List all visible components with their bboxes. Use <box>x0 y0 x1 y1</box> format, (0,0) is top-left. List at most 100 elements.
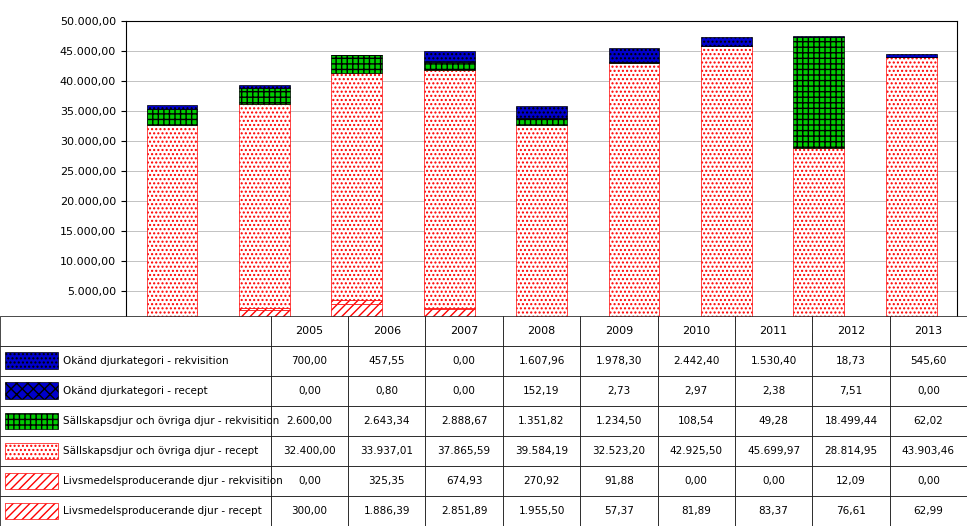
Bar <box>424 309 475 321</box>
Bar <box>735 466 812 496</box>
Text: 2,73: 2,73 <box>607 386 630 396</box>
Text: 2011: 2011 <box>759 326 788 336</box>
Text: 545,60: 545,60 <box>910 356 947 366</box>
Bar <box>580 496 658 526</box>
Bar <box>812 466 890 496</box>
Bar <box>424 61 475 62</box>
Bar <box>425 346 503 376</box>
Bar <box>701 46 751 320</box>
Bar <box>516 125 567 320</box>
Text: 108,54: 108,54 <box>678 416 715 426</box>
Text: 1.607,96: 1.607,96 <box>518 356 565 366</box>
Bar <box>424 308 475 309</box>
Bar <box>735 496 812 526</box>
Text: 12,09: 12,09 <box>836 476 865 486</box>
Bar <box>658 346 735 376</box>
Bar <box>890 346 967 376</box>
Text: 2012: 2012 <box>836 326 865 336</box>
Bar <box>890 316 967 346</box>
Bar <box>735 406 812 436</box>
Text: 0,00: 0,00 <box>917 476 940 486</box>
Text: 18,73: 18,73 <box>836 356 865 366</box>
Bar <box>425 376 503 406</box>
Bar <box>503 436 580 466</box>
Bar <box>332 304 382 321</box>
Bar <box>0 436 271 466</box>
Bar <box>580 376 658 406</box>
Bar <box>5 412 58 429</box>
Bar <box>503 376 580 406</box>
Bar <box>425 406 503 436</box>
Text: 0,00: 0,00 <box>298 386 321 396</box>
Bar <box>658 376 735 406</box>
Bar <box>812 496 890 526</box>
Bar <box>890 436 967 466</box>
Bar <box>332 73 382 300</box>
Bar <box>425 496 503 526</box>
Bar <box>503 346 580 376</box>
Bar <box>239 308 290 309</box>
Text: 2009: 2009 <box>604 326 633 336</box>
Bar <box>425 436 503 466</box>
Bar <box>886 54 937 57</box>
Text: 2,97: 2,97 <box>685 386 708 396</box>
Text: 39.584,19: 39.584,19 <box>515 446 568 456</box>
Text: 152,19: 152,19 <box>523 386 560 396</box>
Bar <box>503 406 580 436</box>
Text: 7,51: 7,51 <box>839 386 863 396</box>
Text: 1.955,50: 1.955,50 <box>518 506 565 516</box>
Bar <box>812 406 890 436</box>
Bar <box>580 436 658 466</box>
Text: 1.351,82: 1.351,82 <box>518 416 565 426</box>
Text: 62,99: 62,99 <box>914 506 943 516</box>
Text: 2.888,67: 2.888,67 <box>441 416 487 426</box>
Bar <box>147 105 197 109</box>
Bar <box>0 346 271 376</box>
Bar <box>735 316 812 346</box>
Bar <box>5 352 58 369</box>
Text: Sällskapsdjur och övriga djur - rekvisition: Sällskapsdjur och övriga djur - rekvisit… <box>63 416 279 426</box>
Bar <box>735 436 812 466</box>
Bar <box>332 55 382 73</box>
Text: 2006: 2006 <box>372 326 401 336</box>
Text: 1.234,50: 1.234,50 <box>596 416 642 426</box>
Bar <box>516 106 567 117</box>
Text: 83,37: 83,37 <box>759 506 788 516</box>
Bar <box>735 376 812 406</box>
Bar <box>147 125 197 319</box>
Text: 0,00: 0,00 <box>762 476 785 486</box>
Text: Sällskapsdjur och övriga djur - recept: Sällskapsdjur och övriga djur - recept <box>63 446 258 456</box>
Text: 0,00: 0,00 <box>453 356 476 366</box>
Bar <box>812 436 890 466</box>
Text: 700,00: 700,00 <box>291 356 328 366</box>
Text: 33.937,01: 33.937,01 <box>361 446 413 456</box>
Bar <box>812 376 890 406</box>
Text: 81,89: 81,89 <box>682 506 711 516</box>
Bar <box>271 436 348 466</box>
Text: 1.530,40: 1.530,40 <box>750 356 797 366</box>
Bar <box>580 466 658 496</box>
Text: 270,92: 270,92 <box>523 476 560 486</box>
Bar <box>239 104 290 308</box>
Bar <box>5 473 58 489</box>
Text: 0,00: 0,00 <box>298 476 321 486</box>
Bar <box>608 63 659 320</box>
Bar <box>658 316 735 346</box>
Text: Okänd djurkategori - recept: Okänd djurkategori - recept <box>63 386 208 396</box>
Text: 37.865,59: 37.865,59 <box>438 446 490 456</box>
Bar <box>0 406 271 436</box>
Text: 2007: 2007 <box>450 326 479 336</box>
Text: 2,38: 2,38 <box>762 386 785 396</box>
Bar <box>580 406 658 436</box>
Bar <box>0 316 271 346</box>
Bar <box>890 466 967 496</box>
Text: 28.814,95: 28.814,95 <box>825 446 877 456</box>
Text: 2.442,40: 2.442,40 <box>673 356 719 366</box>
Text: 325,35: 325,35 <box>368 476 405 486</box>
Bar <box>425 316 503 346</box>
Text: 1.886,39: 1.886,39 <box>364 506 410 516</box>
Bar <box>147 319 197 321</box>
Bar <box>658 496 735 526</box>
Bar <box>735 346 812 376</box>
Text: 43.903,46: 43.903,46 <box>902 446 954 456</box>
